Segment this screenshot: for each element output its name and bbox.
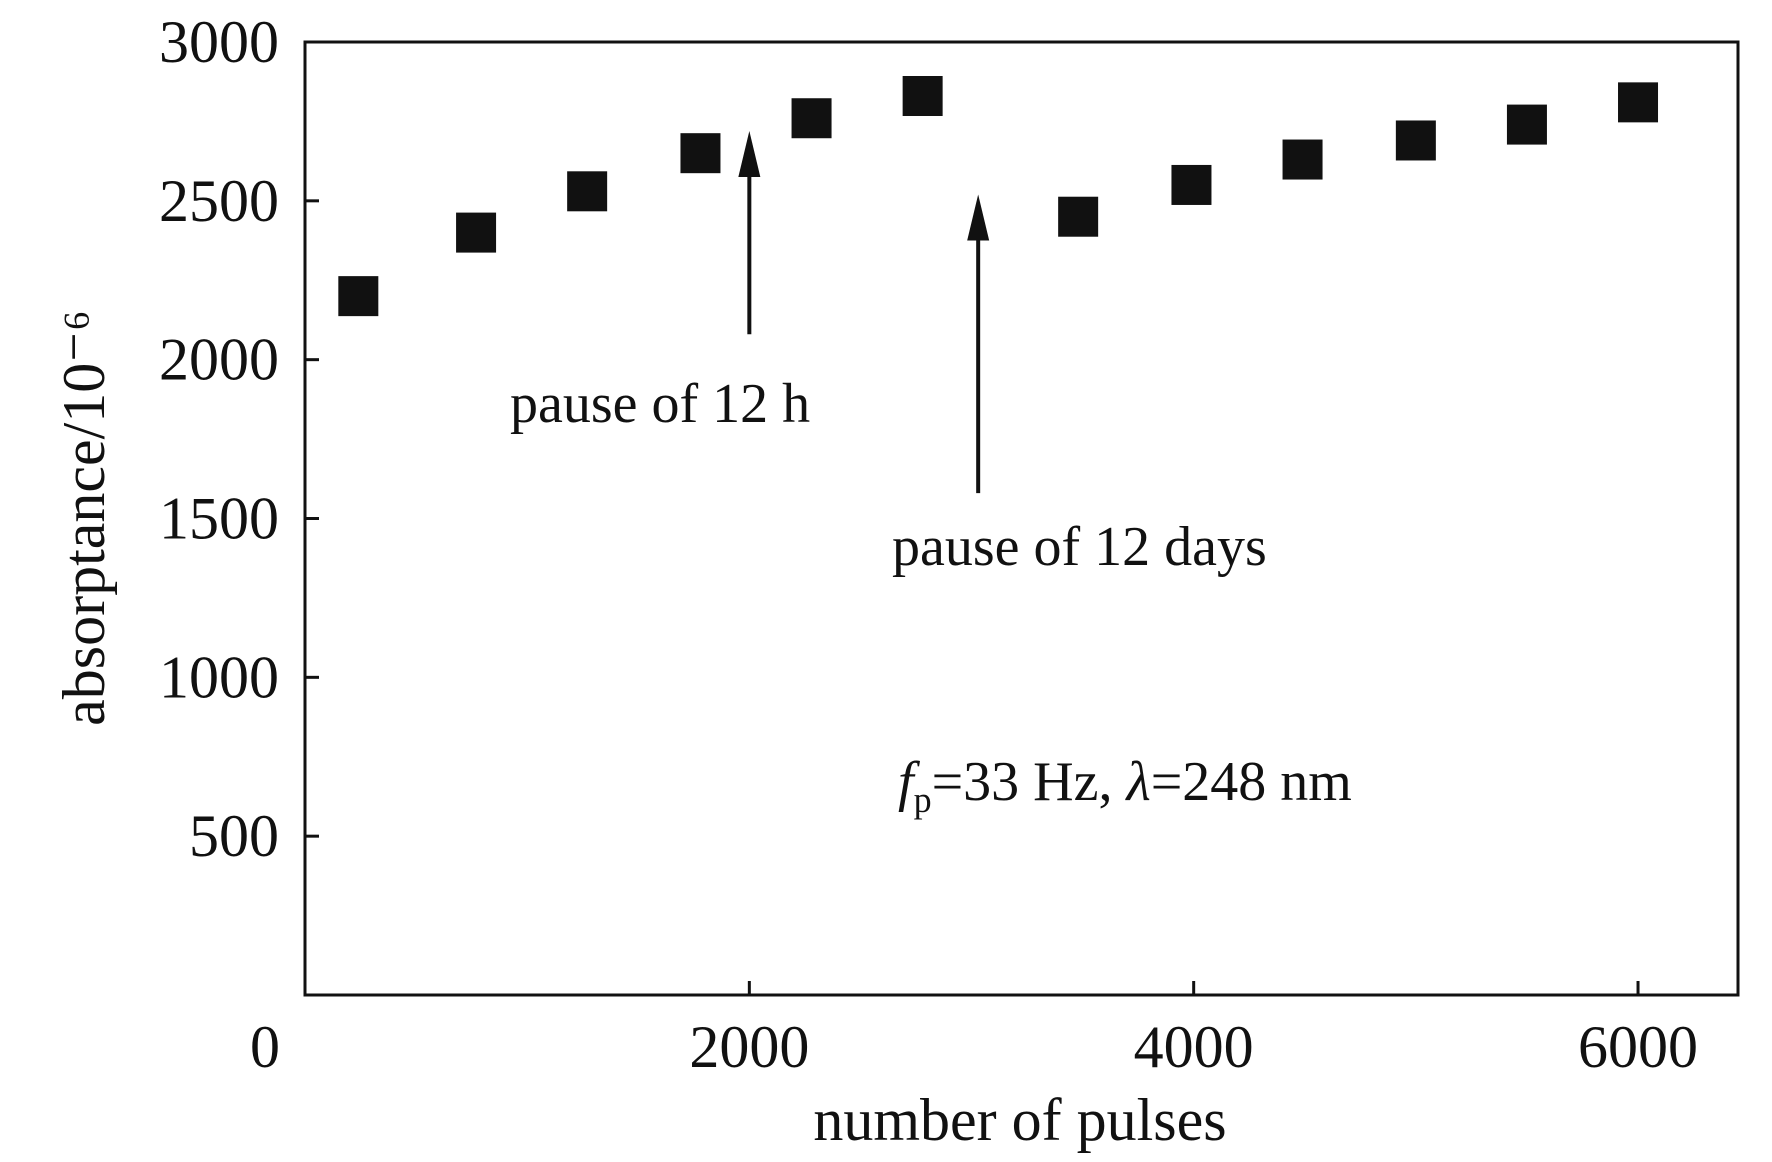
y-axis-ticks: 500 1000 1500 2000 2500 3000 [159, 9, 319, 869]
data-point [567, 171, 608, 212]
data-point [1058, 196, 1099, 237]
data-point [902, 76, 943, 117]
y-tick-label: 1000 [159, 644, 279, 710]
condition-lambda: λ [1124, 751, 1150, 813]
data-point [1171, 164, 1212, 205]
data-point [791, 98, 832, 139]
x-tick-label: 2000 [689, 1014, 809, 1080]
x-axis-title: number of pulses [813, 1087, 1226, 1153]
x-tick-label: 6000 [1578, 1014, 1698, 1080]
data-point [338, 276, 379, 317]
y-tick-label: 3000 [159, 9, 279, 75]
y-axis-title: absorptance/10⁻⁶ [51, 310, 117, 726]
y-tick-label: 2500 [159, 168, 279, 234]
y-tick-label: 2000 [159, 327, 279, 393]
data-point [680, 133, 721, 174]
condition-frequency: =33 Hz, [932, 751, 1127, 813]
condition-subscript: p [914, 780, 932, 820]
condition-wavelength: =248 nm [1151, 751, 1352, 813]
y-tick-label: 500 [189, 803, 279, 869]
annotation-pause-12days: pause of 12 days [892, 516, 1267, 578]
y-tick-label: 1500 [159, 486, 279, 552]
annotation-arrow-head [738, 130, 761, 177]
x-axis-ticks: 0 2000 4000 6000 [250, 981, 1698, 1080]
x-tick-label: 0 [250, 1014, 280, 1080]
data-point [1506, 104, 1547, 145]
data-points [338, 76, 1659, 317]
data-point [1395, 120, 1436, 161]
data-point [1282, 139, 1323, 180]
annotation-arrows [738, 130, 990, 494]
data-point [456, 212, 497, 253]
annotation-arrow-head [967, 194, 990, 241]
x-tick-label: 4000 [1134, 1014, 1254, 1080]
annotation-pause-12h: pause of 12 h [510, 373, 810, 435]
condition-label: fp=33 Hz, λ=248 nm [898, 751, 1352, 820]
data-point [1618, 82, 1659, 123]
